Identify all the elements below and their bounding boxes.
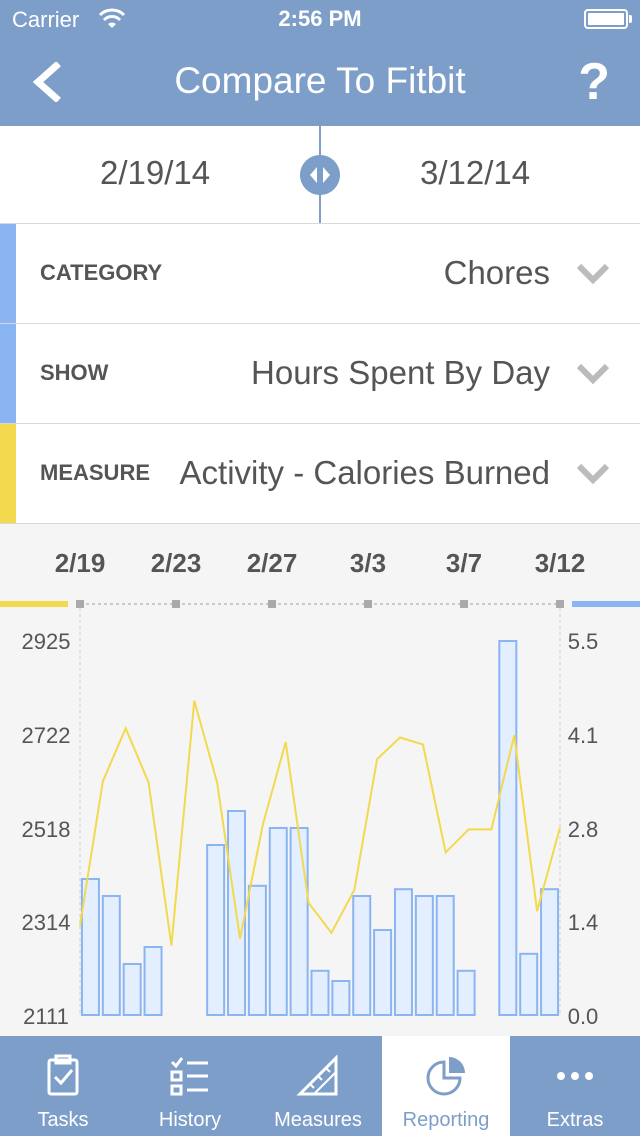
navigation-bar: Compare To Fitbit ? (0, 40, 640, 126)
tab-reporting-label: Reporting (402, 1109, 490, 1131)
x-tick-label: 2/23 (151, 548, 202, 578)
show-row[interactable]: SHOW Hours Spent By Day (0, 324, 640, 424)
x-tick-label: 3/3 (350, 548, 386, 578)
bar-hours (310, 969, 330, 1016)
bar-hours (393, 888, 413, 1017)
battery-icon (584, 9, 628, 29)
tab-extras[interactable]: Extras (510, 1036, 640, 1136)
bar-hours (289, 827, 309, 1016)
tab-measures-label: Measures (274, 1109, 362, 1131)
more-dots-icon (557, 1072, 593, 1080)
bar-hours (206, 844, 226, 1016)
left-axis-color-bar (0, 601, 68, 607)
clipboard-check-icon (47, 1054, 79, 1096)
bar-hours (540, 888, 560, 1017)
wifi-icon (98, 8, 126, 28)
x-tick-marker (172, 600, 180, 608)
tab-bar: Tasks History Measures Reporting (0, 1036, 640, 1136)
end-date[interactable]: 3/12/14 (420, 154, 531, 191)
tab-extras-label: Extras (546, 1109, 604, 1131)
show-accent-bar (0, 324, 16, 423)
bar-hours (101, 895, 121, 1016)
x-tick-marker (556, 600, 564, 608)
tab-tasks[interactable]: Tasks (0, 1036, 126, 1136)
y-left-tick-label: 2314 (22, 910, 71, 935)
y-right-tick-label: 0.0 (568, 1004, 599, 1029)
bar-hours (143, 946, 163, 1016)
right-axis-color-bar (572, 601, 640, 607)
x-tick-label: 2/27 (247, 548, 298, 578)
bar-hours (456, 969, 476, 1016)
chevron-down-icon[interactable] (576, 462, 610, 484)
x-tick-marker (76, 600, 84, 608)
pie-chart-icon (426, 1057, 465, 1096)
tab-history[interactable]: History (126, 1036, 254, 1136)
x-tick-label: 2/19 (55, 548, 106, 578)
status-bar: Carrier 2:56 PM (0, 0, 640, 40)
chart-canvas: 2/19 2/23 2/27 3/3 3/7 3/12 2925 2722 2518 2314 21… (0, 548, 640, 1029)
show-value[interactable]: Hours Spent By Day (251, 354, 550, 391)
range-handle-icon[interactable] (300, 155, 340, 195)
category-row[interactable]: CATEGORY Chores (0, 224, 640, 324)
tab-measures[interactable]: Measures (254, 1036, 382, 1136)
y-left-tick-label: 2518 (22, 817, 71, 842)
category-value[interactable]: Chores (443, 254, 550, 291)
bar-hours (352, 895, 372, 1016)
top-bar: Carrier 2:56 PM Compare To Fitbit ? (0, 0, 640, 126)
bar-hours (373, 929, 393, 1016)
y-left-tick-label: 2111 (23, 1004, 69, 1029)
bar-hours (80, 878, 100, 1016)
chevron-down-icon[interactable] (576, 362, 610, 384)
x-tick-marker (268, 600, 276, 608)
line-calories (79, 700, 561, 946)
bar-hours (414, 895, 434, 1016)
y-right-tick-label: 1.4 (568, 910, 599, 935)
start-date[interactable]: 2/19/14 (100, 154, 211, 191)
x-tick-marker (364, 600, 372, 608)
measure-row[interactable]: MEASURE Activity - Calories Burned (0, 424, 640, 524)
comparison-chart: 2/19 2/23 2/27 3/3 3/7 3/12 2925 2722 2518 2314 21… (0, 524, 640, 1036)
chevron-down-icon[interactable] (576, 262, 610, 284)
y-left-tick-label: 2722 (22, 723, 71, 748)
show-label: SHOW (40, 360, 109, 385)
status-time: 2:56 PM (278, 6, 362, 31)
y-left-tick-label: 2925 (22, 629, 71, 654)
x-tick-marker (460, 600, 468, 608)
x-tick-label: 3/7 (446, 548, 482, 578)
bar-hours (435, 895, 455, 1016)
back-chevron-icon[interactable] (30, 62, 64, 102)
tab-tasks-label: Tasks (37, 1109, 89, 1131)
category-label: CATEGORY (40, 260, 163, 285)
category-accent-bar (0, 224, 16, 323)
x-tick-label: 3/12 (535, 548, 586, 578)
battery-tip (629, 15, 632, 23)
bar-hours (122, 963, 142, 1016)
help-button[interactable]: ? (578, 53, 610, 111)
y-right-tick-label: 5.5 (568, 629, 599, 654)
tab-reporting[interactable]: Reporting (382, 1036, 510, 1136)
bar-hours (519, 952, 539, 1016)
bar-hours (247, 884, 267, 1016)
y-right-tick-label: 4.1 (568, 723, 599, 748)
checklist-icon (170, 1057, 208, 1096)
bar-hours (331, 980, 351, 1016)
measure-value[interactable]: Activity - Calories Burned (179, 454, 550, 491)
bar-hours (498, 640, 518, 1016)
date-range-picker: 2/19/14 3/12/14 (0, 126, 640, 224)
y-right-tick-label: 2.8 (568, 817, 599, 842)
page-title: Compare To Fitbit (174, 60, 466, 101)
bar-hours (268, 827, 288, 1016)
measure-label: MEASURE (40, 460, 151, 485)
measure-accent-bar (0, 424, 16, 523)
tab-history-label: History (158, 1109, 222, 1131)
carrier-label: Carrier (12, 7, 80, 32)
ruler-triangle-icon (296, 1054, 338, 1096)
